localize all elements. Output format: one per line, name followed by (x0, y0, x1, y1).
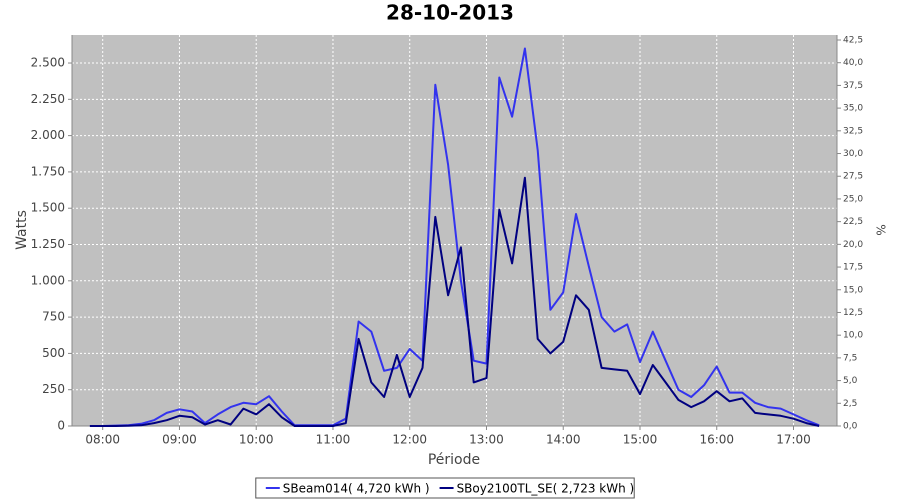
x-tick-label: 12:00 (392, 433, 427, 447)
y2-tick-label: 40,0 (843, 58, 863, 68)
y2-tick-label: 15,0 (843, 285, 863, 295)
y2-tick-label: 27,5 (843, 172, 863, 182)
x-tick-label: 14:00 (546, 433, 581, 447)
y2-tick-label: 30,0 (843, 149, 863, 159)
y2-tick-label: 5,0 (843, 376, 858, 386)
y2-tick-label: 37,5 (843, 81, 863, 91)
y-tick-label: 0 (57, 419, 65, 433)
y2-tick-label: 7,5 (843, 353, 857, 363)
y-tick-label: 500 (42, 346, 65, 360)
y-tick-label: 1.250 (31, 237, 65, 251)
x-tick-label: 17:00 (776, 433, 811, 447)
x-axis-label: Période (428, 452, 480, 468)
y-tick-label: 1.750 (31, 164, 65, 178)
y2-axis-label: % (874, 224, 888, 235)
y2-tick-label: 2,5 (843, 399, 857, 409)
y-tick-label: 2.500 (31, 56, 65, 70)
x-tick-label: 15:00 (623, 433, 658, 447)
chart-title: 28-10-2013 (386, 1, 514, 25)
x-tick-label: 16:00 (699, 433, 734, 447)
y2-tick-label: 35,0 (843, 104, 863, 114)
y2-tick-label: 0,0 (843, 422, 858, 432)
legend-label: SBeam014( 4,720 kWh ) (283, 482, 430, 496)
y-tick-label: 1.000 (31, 273, 65, 287)
y2-tick-label: 32,5 (843, 126, 863, 136)
series-line (89, 176, 820, 427)
x-tick-label: 10:00 (239, 433, 274, 447)
y2-tick-label: 25,0 (843, 194, 863, 204)
legend-label: SBoy2100TL_SE( 2,723 kWh ) (457, 482, 635, 496)
y2-tick-label: 42,5 (843, 35, 863, 45)
x-tick-label: 08:00 (85, 433, 120, 447)
y2-tick-label: 20,0 (843, 240, 863, 250)
x-tick-label: 13:00 (469, 433, 504, 447)
y2-tick-label: 22,5 (843, 217, 863, 227)
series-line (89, 47, 820, 427)
x-tick-label: 11:00 (316, 433, 351, 447)
y-tick-label: 750 (42, 310, 65, 324)
y-tick-label: 1.500 (31, 201, 65, 215)
y-tick-label: 2.250 (31, 92, 65, 106)
y-tick-label: 250 (42, 382, 65, 396)
y2-tick-label: 12,5 (843, 308, 863, 318)
y-axis-label: Watts (14, 210, 30, 250)
y2-tick-label: 17,5 (843, 263, 863, 273)
y-tick-label: 2.000 (31, 128, 65, 142)
x-tick-label: 09:00 (162, 433, 197, 447)
y2-tick-label: 10,0 (843, 331, 863, 341)
